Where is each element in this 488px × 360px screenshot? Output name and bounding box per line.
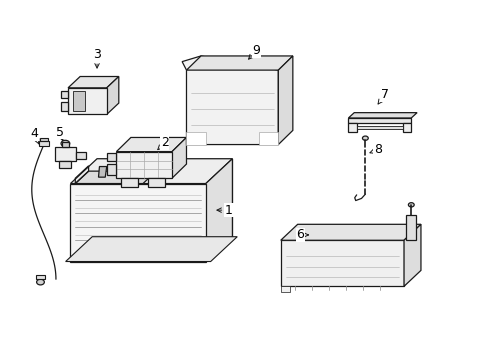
Polygon shape <box>356 126 402 129</box>
Polygon shape <box>61 142 69 147</box>
Polygon shape <box>106 77 119 114</box>
Polygon shape <box>172 138 186 178</box>
Text: 6: 6 <box>296 229 308 242</box>
Text: 3: 3 <box>93 48 101 68</box>
Circle shape <box>93 171 110 184</box>
Polygon shape <box>116 152 172 178</box>
Polygon shape <box>186 132 205 145</box>
Polygon shape <box>68 88 106 114</box>
Text: 1: 1 <box>217 204 232 217</box>
Polygon shape <box>348 113 416 118</box>
Circle shape <box>98 174 105 180</box>
Polygon shape <box>61 102 68 111</box>
Circle shape <box>280 121 287 126</box>
Polygon shape <box>137 168 144 177</box>
Circle shape <box>403 126 409 130</box>
Circle shape <box>349 126 355 130</box>
Circle shape <box>37 279 44 285</box>
Polygon shape <box>280 224 420 240</box>
Polygon shape <box>406 215 415 240</box>
Polygon shape <box>348 123 356 132</box>
Polygon shape <box>68 77 119 88</box>
Polygon shape <box>70 184 205 261</box>
Polygon shape <box>205 159 232 261</box>
Polygon shape <box>70 159 232 184</box>
Polygon shape <box>186 56 292 70</box>
Circle shape <box>407 203 413 207</box>
Text: 4: 4 <box>30 127 39 144</box>
Text: 7: 7 <box>377 89 388 104</box>
Polygon shape <box>280 240 403 286</box>
Polygon shape <box>75 171 156 184</box>
Polygon shape <box>39 141 49 146</box>
Polygon shape <box>59 161 71 168</box>
Polygon shape <box>106 153 116 161</box>
Circle shape <box>61 140 70 147</box>
Polygon shape <box>40 138 48 141</box>
Polygon shape <box>73 91 85 111</box>
Polygon shape <box>280 286 290 292</box>
Text: 8: 8 <box>369 143 381 156</box>
Polygon shape <box>278 56 292 145</box>
Polygon shape <box>121 178 138 187</box>
Circle shape <box>296 262 313 275</box>
Circle shape <box>137 175 143 180</box>
Polygon shape <box>54 147 76 161</box>
Polygon shape <box>36 275 45 279</box>
Polygon shape <box>116 138 186 152</box>
Polygon shape <box>403 224 420 286</box>
Polygon shape <box>65 237 237 261</box>
Circle shape <box>133 171 148 183</box>
Text: 9: 9 <box>248 44 260 59</box>
Polygon shape <box>147 178 164 187</box>
Polygon shape <box>98 167 106 177</box>
Text: 5: 5 <box>56 126 64 141</box>
Polygon shape <box>348 118 410 123</box>
Text: 2: 2 <box>158 136 168 150</box>
Polygon shape <box>61 91 68 99</box>
Polygon shape <box>259 132 278 145</box>
Polygon shape <box>76 152 86 159</box>
Polygon shape <box>106 164 116 175</box>
Polygon shape <box>402 123 410 132</box>
Circle shape <box>362 136 367 140</box>
Circle shape <box>358 262 376 275</box>
Polygon shape <box>182 56 278 145</box>
